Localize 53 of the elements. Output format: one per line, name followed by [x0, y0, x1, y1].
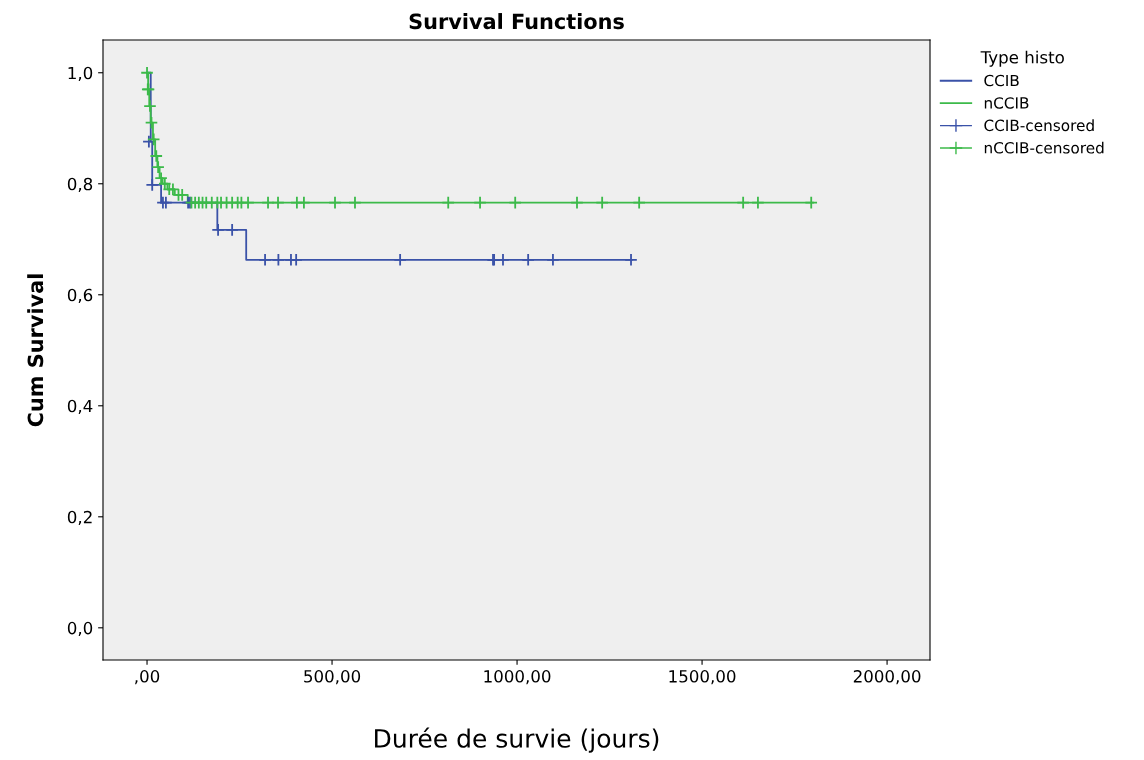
y-tick-label: 0,4	[67, 399, 93, 415]
y-axis-title: Cum Survival	[27, 274, 44, 427]
point	[804, 195, 818, 210]
legend-label: nCCIB-censored	[984, 141, 1104, 154]
point	[151, 160, 165, 174]
point	[158, 177, 172, 191]
point	[624, 253, 638, 267]
point	[258, 253, 272, 267]
point	[328, 195, 342, 210]
point	[521, 253, 535, 267]
x-tick-label: ,00	[135, 670, 160, 685]
y-tick-label: 1,0	[68, 66, 93, 82]
point	[546, 253, 560, 267]
legend-label: CCIB	[984, 74, 1019, 87]
x-axis-title: Durée de survie (jours)	[375, 727, 659, 753]
y-tick-label: 0,0	[67, 621, 93, 637]
point	[297, 195, 311, 210]
point	[348, 195, 362, 210]
legend-title: Type histo	[980, 50, 1064, 67]
x-tick-label: 500,00	[304, 670, 361, 685]
point	[154, 171, 168, 185]
point	[144, 115, 159, 130]
point	[211, 223, 225, 237]
point	[632, 195, 646, 210]
x-tick-label: 1500,00	[669, 670, 736, 685]
point	[140, 66, 154, 80]
x-tick-label: 1000,00	[484, 670, 551, 685]
point	[473, 195, 487, 210]
point	[175, 188, 189, 202]
y-tick-label: 0,8	[67, 177, 93, 193]
point	[736, 195, 750, 210]
point	[570, 195, 584, 210]
point	[271, 195, 285, 210]
point	[142, 134, 156, 149]
point	[508, 195, 522, 210]
y-tick-label: 0,6	[67, 288, 93, 304]
point	[225, 223, 239, 237]
point	[146, 132, 161, 147]
point	[751, 195, 765, 210]
legend-label: CCIB-censored	[984, 119, 1094, 132]
point	[149, 149, 163, 163]
point	[261, 195, 275, 210]
chart-title: Survival Functions	[409, 13, 624, 30]
point	[441, 195, 455, 210]
point	[145, 178, 159, 192]
point	[271, 253, 286, 267]
point	[393, 253, 407, 267]
point	[241, 195, 255, 210]
point	[595, 195, 609, 210]
y-tick-label: 0,2	[67, 510, 92, 526]
point	[166, 182, 180, 197]
legend-label: nCCIB	[984, 97, 1029, 109]
x-tick-label: 2000,00	[853, 670, 921, 685]
